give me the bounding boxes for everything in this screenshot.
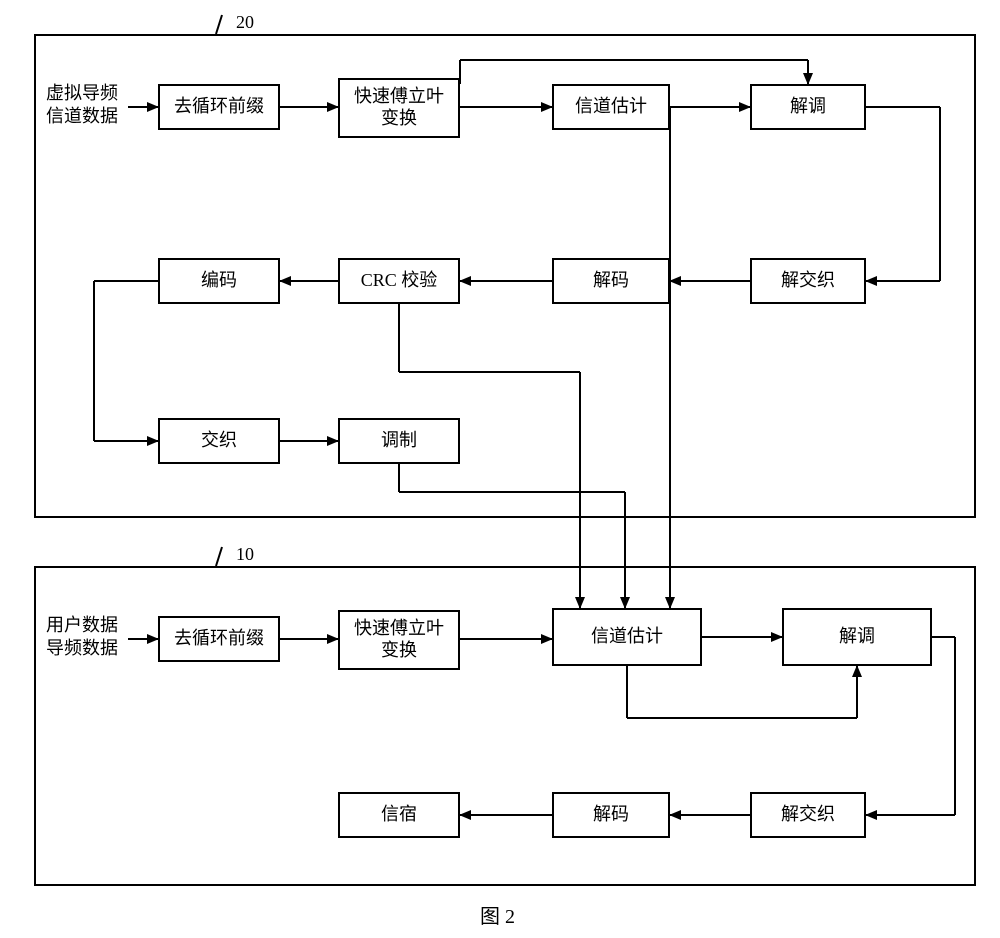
input-top-line1: 虚拟导频 (46, 82, 118, 105)
block-label: 解交织 (781, 804, 835, 826)
input-top-line2: 信道数据 (46, 105, 118, 128)
block-deinterleave-2: 解交织 (750, 792, 866, 838)
block-label: 解调 (839, 626, 875, 648)
block-demod-1: 解调 (750, 84, 866, 130)
input-bottom-line2: 导频数据 (46, 637, 118, 660)
block-encode: 编码 (158, 258, 280, 304)
block-deinterleave-1: 解交织 (750, 258, 866, 304)
input-label-top: 虚拟导频 信道数据 (46, 82, 118, 129)
block-label: 解调 (790, 96, 826, 118)
block-crc: CRC 校验 (338, 258, 460, 304)
input-label-bottom: 用户数据 导频数据 (46, 614, 118, 661)
block-decode-2: 解码 (552, 792, 670, 838)
block-label: 解交织 (781, 270, 835, 292)
block-remove-cp-1: 去循环前缀 (158, 84, 280, 130)
block-channel-est-2: 信道估计 (552, 608, 702, 666)
block-label: CRC 校验 (361, 270, 438, 292)
block-channel-est-1: 信道估计 (552, 84, 670, 130)
block-label: 解码 (593, 270, 629, 292)
block-modulate: 调制 (338, 418, 460, 464)
block-label: 编码 (201, 270, 237, 292)
block-fft-2: 快速傅立叶变换 (338, 610, 460, 670)
input-bottom-line1: 用户数据 (46, 614, 118, 637)
figure-label: 图 2 (480, 900, 515, 929)
ref-label-10: 10 (236, 544, 254, 565)
block-label: 解码 (593, 804, 629, 826)
block-remove-cp-2: 去循环前缀 (158, 616, 280, 662)
block-label: 快速傅立叶变换 (354, 618, 444, 661)
block-sink: 信宿 (338, 792, 460, 838)
block-label: 调制 (381, 430, 417, 452)
block-label: 信道估计 (591, 626, 663, 648)
block-decode-1: 解码 (552, 258, 670, 304)
block-label: 交织 (201, 430, 237, 452)
block-label: 快速傅立叶变换 (354, 86, 444, 129)
block-interleave: 交织 (158, 418, 280, 464)
block-label: 去循环前缀 (174, 628, 264, 650)
block-demod-2: 解调 (782, 608, 932, 666)
block-label: 去循环前缀 (174, 96, 264, 118)
ref-label-20: 20 (236, 12, 254, 33)
block-label: 信宿 (381, 804, 417, 826)
block-fft-1: 快速傅立叶变换 (338, 78, 460, 138)
block-label: 信道估计 (575, 96, 647, 118)
